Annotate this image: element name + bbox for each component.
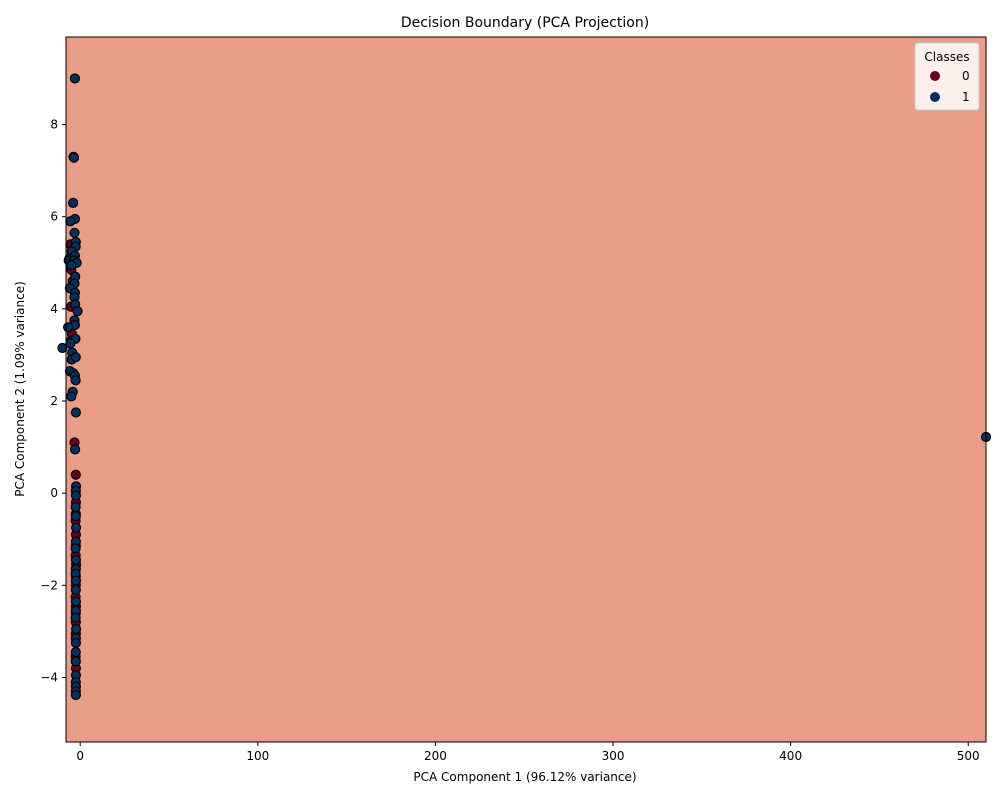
- plot-area: [66, 37, 986, 742]
- data-point-class-1: [70, 646, 81, 658]
- data-point-class-1: [70, 612, 81, 623]
- data-point-class-1: [66, 260, 77, 271]
- data-point-class-1: [69, 73, 81, 84]
- data-point-class-1: [70, 501, 81, 513]
- data-point-class-1: [70, 352, 81, 363]
- data-point-class-1: [70, 490, 82, 501]
- data-point-class-1: [57, 342, 68, 354]
- data-point-class-1: [70, 637, 82, 649]
- data-point-class-1: [72, 306, 83, 317]
- data-point-class-1: [67, 197, 79, 208]
- data-point-class-1: [70, 407, 82, 418]
- y-tick-label: 8: [50, 118, 58, 132]
- chart-title: Decision Boundary (PCA Projection): [401, 15, 649, 31]
- data-point-class-1: [69, 444, 81, 455]
- data-point-class-1: [62, 322, 74, 333]
- data-point-class-1: [70, 511, 81, 522]
- data-point-class-1: [69, 227, 80, 238]
- y-tick-label: 2: [50, 394, 58, 408]
- x-tick-label: 500: [957, 749, 980, 763]
- data-point-class-1: [70, 375, 81, 386]
- y-tick-label: 0: [50, 486, 58, 500]
- data-point-class-1: [70, 522, 82, 533]
- y-tick-label: 4: [50, 302, 58, 316]
- legend-box: [914, 42, 980, 111]
- legend: Classes 0 1: [914, 42, 980, 111]
- legend-marker-class-0: [930, 71, 940, 81]
- x-tick-label: 200: [424, 749, 447, 763]
- x-axis-label: PCA Component 1 (96.12% variance): [413, 770, 636, 784]
- legend-title: Classes: [924, 50, 969, 64]
- data-point-class-1: [70, 596, 82, 607]
- y-tick-label: −2: [40, 578, 58, 592]
- legend-label-class-1: 1: [962, 90, 970, 104]
- decision-region: [66, 37, 986, 742]
- y-axis-label: PCA Component 2 (1.09% variance): [13, 281, 27, 497]
- x-tick-label: 300: [602, 749, 625, 763]
- data-point-class-1: [70, 554, 82, 566]
- data-point-class-0: [70, 469, 81, 480]
- data-point-class-1: [70, 584, 81, 596]
- x-tick-label: 0: [76, 749, 84, 763]
- x-tick-label: 400: [779, 749, 802, 763]
- axes-frame: [65, 36, 987, 743]
- data-point-class-1: [70, 623, 82, 635]
- x-tick-label: 100: [246, 749, 269, 763]
- legend-marker-class-1: [930, 92, 940, 102]
- data-point-class-1: [70, 543, 81, 554]
- data-point-class-1: [68, 152, 80, 163]
- data-point-class-1: [66, 391, 77, 402]
- y-tick-label: −4: [40, 670, 58, 684]
- legend-label-class-0: 0: [962, 69, 970, 83]
- data-point-class-1: [70, 656, 81, 667]
- axes: 0 100 200 300 400 500 −4 −2 0 2 4 6 8: [40, 36, 987, 763]
- data-point-class-1: [65, 216, 76, 227]
- y-tick-label: 6: [50, 210, 58, 224]
- data-point-class-1: [70, 575, 82, 586]
- data-point-class-1: [70, 689, 82, 701]
